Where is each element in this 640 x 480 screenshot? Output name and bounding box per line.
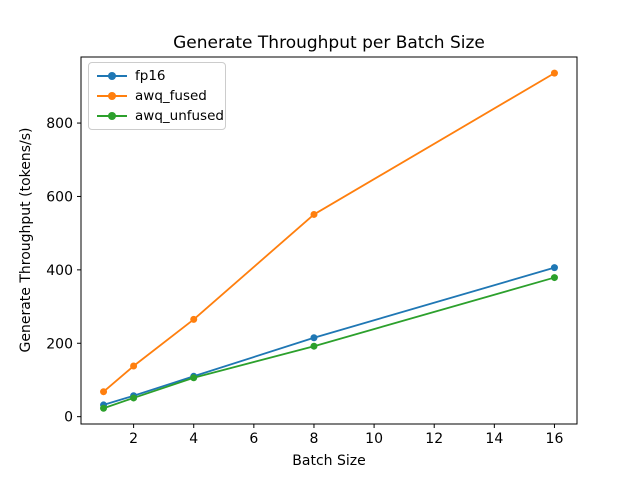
chart-title: Generate Throughput per Batch Size bbox=[173, 33, 485, 53]
legend-label-fp16: fp16 bbox=[135, 68, 166, 84]
legend-item-awq_unfused: awq_unfused bbox=[97, 106, 224, 126]
series-marker-fp16 bbox=[310, 334, 318, 342]
series-marker-awq_unfused bbox=[190, 374, 198, 382]
series-marker-awq_fused bbox=[190, 315, 198, 323]
x-tick-label: 12 bbox=[425, 431, 443, 447]
x-tick-label: 10 bbox=[365, 431, 383, 447]
y-tick-label: 0 bbox=[64, 410, 73, 426]
series-marker-awq_unfused bbox=[310, 342, 318, 350]
series-line-awq_unfused bbox=[102, 276, 556, 410]
x-tick-label: 16 bbox=[546, 431, 564, 447]
legend-line-marker-icon bbox=[97, 71, 127, 81]
series-marker-awq_fused bbox=[550, 69, 558, 77]
axes-frame bbox=[80, 56, 578, 425]
legend-item-fp16: fp16 bbox=[97, 66, 217, 86]
x-tick-label: 4 bbox=[189, 431, 198, 447]
x-tick-label: 6 bbox=[249, 431, 258, 447]
x-tick-label: 2 bbox=[129, 431, 138, 447]
series-marker-fp16 bbox=[550, 264, 558, 272]
legend-label-awq_unfused: awq_unfused bbox=[135, 108, 224, 124]
y-tick-label: 600 bbox=[46, 189, 73, 205]
y-tick-label: 800 bbox=[46, 116, 73, 132]
series-marker-awq_fused bbox=[100, 388, 108, 396]
legend: fp16 awq_fused awq_unfused bbox=[88, 62, 226, 130]
legend-item-awq_fused: awq_fused bbox=[97, 86, 217, 106]
series-marker-awq_unfused bbox=[100, 404, 108, 412]
series-marker-awq_unfused bbox=[550, 274, 558, 282]
x-tick-label: 8 bbox=[310, 431, 319, 447]
series-marker-awq_fused bbox=[310, 210, 318, 218]
series-marker-awq_unfused bbox=[130, 394, 138, 402]
x-axis-label: Batch Size bbox=[292, 453, 366, 469]
legend-line-marker-icon bbox=[97, 91, 127, 101]
x-tick-label: 14 bbox=[485, 431, 503, 447]
series-marker-awq_fused bbox=[130, 362, 138, 370]
legend-line-marker-icon bbox=[97, 111, 127, 121]
y-tick-label: 200 bbox=[46, 336, 73, 352]
y-tick-label: 400 bbox=[46, 263, 73, 279]
legend-label-awq_fused: awq_fused bbox=[135, 88, 207, 104]
